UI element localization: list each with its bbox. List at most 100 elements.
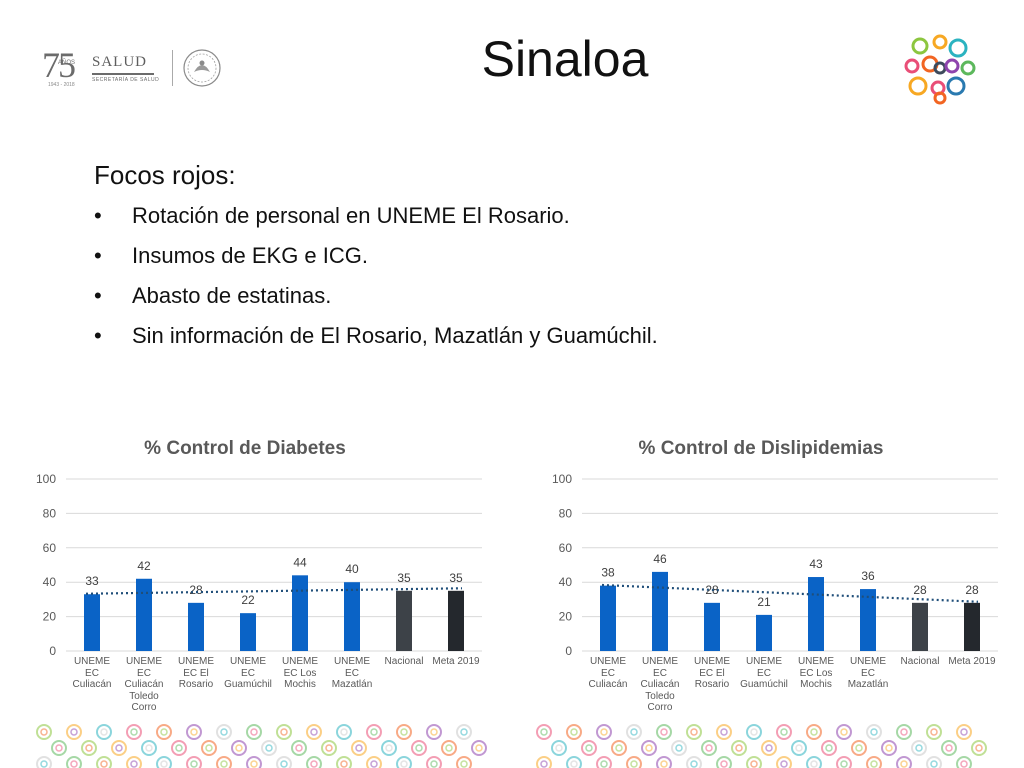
decorative-circle — [70, 760, 78, 768]
decorative-circle — [611, 740, 627, 756]
bar-value-label: 40 — [345, 562, 359, 576]
decorative-circle — [100, 728, 108, 736]
y-tick-label: 20 — [43, 610, 57, 624]
decorative-circle — [246, 724, 262, 740]
decorative-circle — [626, 724, 642, 740]
decorative-circle — [630, 760, 638, 768]
decorative-circle — [55, 744, 63, 752]
decorative-circle — [40, 728, 48, 736]
bar-value-label: 22 — [241, 593, 255, 607]
x-category-label: UNEME EC Culiacán Toledo Corro — [640, 656, 680, 713]
decorative-circle — [186, 756, 202, 768]
decorative-circle — [310, 760, 318, 768]
dyslipidemia-chart: % Control de Dislipidemias 0 20 40 60 80 100 3… — [516, 430, 1006, 730]
decorative-circle — [250, 728, 258, 736]
decorative-circle — [310, 728, 318, 736]
bar — [808, 577, 824, 651]
bullet-dot: • — [94, 203, 102, 228]
decorative-circle — [190, 760, 198, 768]
decorative-circle — [351, 740, 367, 756]
decorative-circle — [130, 760, 138, 768]
bullet-text: Rotación de personal en UNEME El Rosario… — [132, 203, 570, 228]
decorative-circle — [581, 740, 597, 756]
decorative-circle — [941, 740, 957, 756]
bar-value-label: 43 — [809, 557, 823, 571]
bar — [652, 571, 668, 651]
diabetes-chart-plot: 0 20 40 60 80 100 33 42 28 22 44 40 35 35 — [36, 472, 482, 658]
bar — [292, 575, 308, 651]
decorative-circle — [780, 760, 788, 768]
decorative-circle — [716, 756, 732, 768]
anniversary-number: 75 — [42, 45, 76, 85]
decorative-circle — [426, 724, 442, 740]
decorative-circle — [626, 756, 642, 768]
decorative-circle — [156, 756, 172, 768]
decorative-circle — [246, 756, 262, 768]
decorative-circle — [975, 744, 983, 752]
y-tick-label: 20 — [559, 610, 573, 624]
decorative-circle — [171, 740, 187, 756]
decorative-circle — [840, 728, 848, 736]
decorative-circle — [686, 724, 702, 740]
circles-logo-icon — [904, 34, 976, 105]
decorative-circle — [536, 724, 552, 740]
bar-value-label: 42 — [137, 559, 151, 573]
decorative-circle — [36, 756, 52, 768]
bar-value-label: 36 — [861, 569, 875, 583]
decorative-circle — [825, 744, 833, 752]
focus-title: Focos rojos: — [94, 160, 236, 190]
decorative-circle — [430, 760, 438, 768]
y-tick-label: 80 — [559, 506, 573, 520]
decorative-circle — [536, 756, 552, 768]
decorative-circle — [566, 724, 582, 740]
decorative-circle — [615, 744, 623, 752]
decorative-circle — [956, 724, 972, 740]
decorative-circle — [325, 744, 333, 752]
decorative-circle — [261, 740, 277, 756]
decorative-circle — [40, 760, 48, 768]
decorative-circle — [945, 744, 953, 752]
decorative-circle — [540, 728, 548, 736]
decorative-circle — [475, 744, 483, 752]
decorative-circle — [445, 744, 453, 752]
y-tick-label: 80 — [43, 506, 57, 520]
decorative-circle — [585, 744, 593, 752]
anniversary-years: 1943 - 2018 — [48, 82, 75, 88]
decorative-circle — [821, 740, 837, 756]
diabetes-chart: % Control de Diabetes 0 20 40 60 80 100 33 42 28… — [0, 430, 490, 730]
decorative-circle — [600, 760, 608, 768]
decorative-circle — [960, 728, 968, 736]
decorative-circle — [930, 728, 938, 736]
decorative-circle — [911, 740, 927, 756]
decorative-circle — [720, 728, 728, 736]
decorative-circle — [336, 756, 352, 768]
y-tick-label: 0 — [565, 644, 572, 658]
decorative-circle — [750, 728, 758, 736]
decorative-circle — [570, 728, 578, 736]
x-category-label: Nacional — [384, 656, 424, 667]
decorative-circle — [596, 756, 612, 768]
y-tick-label: 0 — [49, 644, 56, 658]
bar — [84, 594, 100, 651]
decorative-circles-pattern-left — [36, 724, 487, 768]
decorative-circle — [471, 740, 487, 756]
decorative-circle — [51, 740, 67, 756]
decorative-circle — [36, 724, 52, 740]
decorative-circle — [411, 740, 427, 756]
decorative-circle — [355, 744, 363, 752]
decorative-circle — [141, 740, 157, 756]
decorative-circle — [705, 744, 713, 752]
decorative-circle — [280, 760, 288, 768]
bar-value-label: 44 — [293, 555, 307, 569]
decorative-circle — [400, 728, 408, 736]
decorative-circle — [791, 740, 807, 756]
x-category-label: Meta 2019 — [432, 656, 480, 667]
bar — [448, 590, 464, 651]
chart-title: % Control de Dislipidemias — [638, 438, 884, 459]
decorative-circle — [370, 728, 378, 736]
decorative-circle — [716, 724, 732, 740]
decorative-circle — [851, 740, 867, 756]
bar-value-label: 28 — [913, 583, 927, 597]
decorative-circle — [900, 760, 908, 768]
y-tick-label: 40 — [43, 575, 57, 589]
